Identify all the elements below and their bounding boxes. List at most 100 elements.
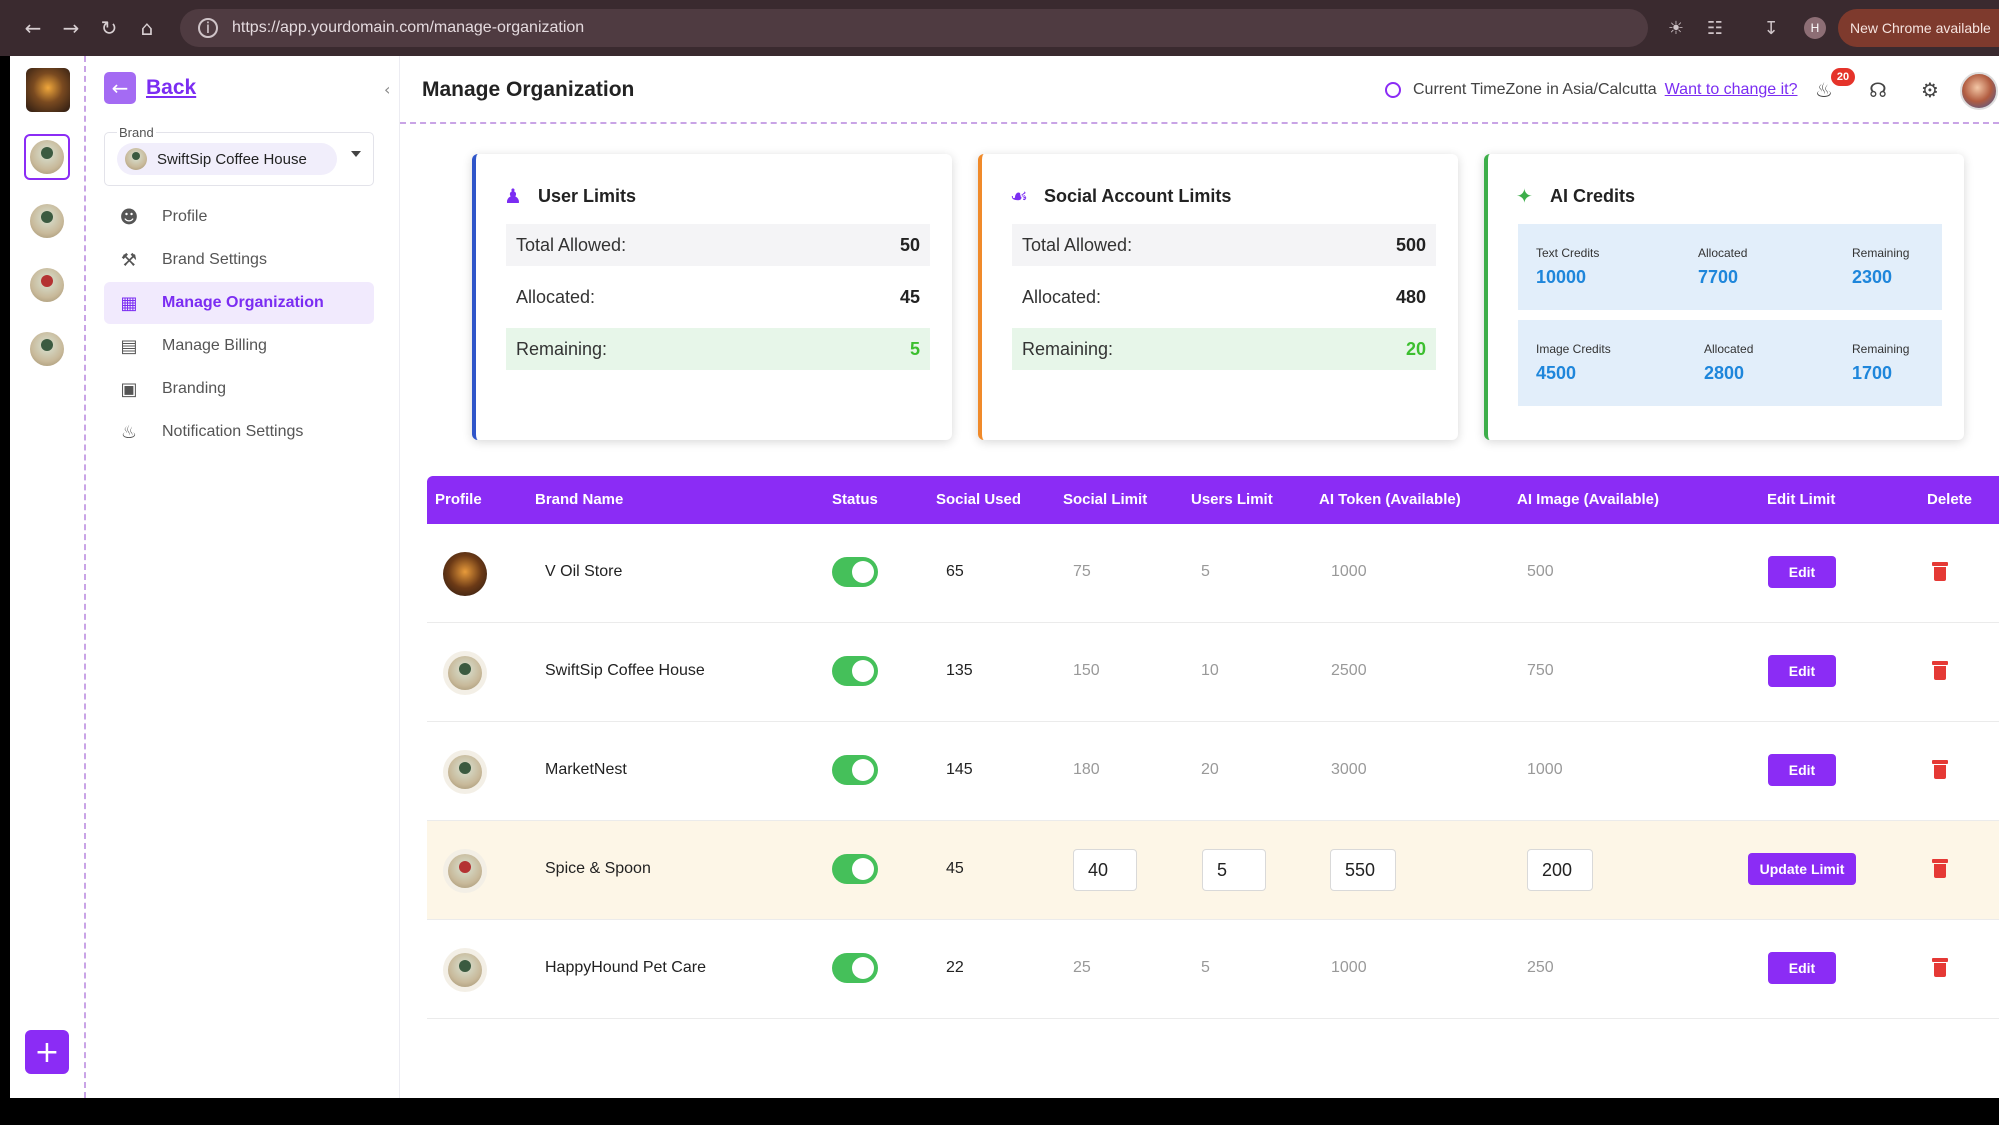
text-credits-box: Text Credits 10000 Allocated 7700 Remainin… <box>1518 224 1942 310</box>
sidebar-item-manage-organization[interactable]: ▦ Manage Organization <box>104 282 374 324</box>
social-limit-input[interactable]: 40 <box>1073 849 1137 891</box>
window-icon: ▣ <box>120 378 138 400</box>
row-value: 480 <box>1395 286 1426 307</box>
chevron-down-icon[interactable] <box>351 151 361 157</box>
translate-icon[interactable]: ☀ <box>1667 17 1685 39</box>
collapse-sidebar-icon[interactable]: ‹ <box>384 80 391 99</box>
social-used: 65 <box>946 563 964 580</box>
image-credits-box: Image Credits 4500 Allocated 2800 Remainin… <box>1518 320 1942 406</box>
brand-chip[interactable]: SwiftSip Coffee House <box>117 143 337 175</box>
edit-button[interactable]: Edit <box>1768 754 1836 786</box>
reload-icon[interactable]: ↻ <box>100 16 118 40</box>
social-limit: 75 <box>1073 563 1091 580</box>
remaining-row: Remaining: 5 <box>506 328 930 370</box>
page-header: Manage Organization Current TimeZone in … <box>400 56 1999 124</box>
home-icon[interactable]: ⌂ <box>140 16 154 40</box>
users-icon: ♟ <box>504 184 522 208</box>
brand-name: V Oil Store <box>545 563 623 580</box>
credit-label: Allocated <box>1704 342 1754 356</box>
ai-credits-card: ✦ AI Credits Text Credits 10000 Allocated 7… <box>1484 154 1964 440</box>
update-limit-button[interactable]: Update Limit <box>1748 853 1856 885</box>
rail-brand-marketnest[interactable] <box>24 198 70 244</box>
forward-arrow-icon[interactable]: → <box>62 16 80 40</box>
brand-logo-icon <box>448 854 482 888</box>
gear-icon[interactable]: ⚙ <box>1921 78 1939 102</box>
ai-token: 2500 <box>1331 662 1367 679</box>
trash-icon[interactable] <box>1932 562 1948 582</box>
trash-icon[interactable] <box>1932 958 1948 978</box>
credit-value: 4500 <box>1536 363 1577 383</box>
sidebar-item-branding[interactable]: ▣ Branding <box>104 368 374 410</box>
column-header-social-limit: Social Limit <box>1063 491 1148 508</box>
row-value: 500 <box>1395 234 1426 255</box>
status-toggle[interactable] <box>832 557 878 587</box>
users-limit-input[interactable]: 5 <box>1202 849 1266 891</box>
new-chrome-available-button[interactable]: New Chrome available <box>1838 9 1999 47</box>
app-logo[interactable] <box>26 68 70 112</box>
trash-icon[interactable] <box>1932 760 1948 780</box>
rail-brand-happyhound[interactable] <box>24 326 70 372</box>
credit-label: Allocated <box>1698 246 1748 260</box>
site-info-icon[interactable]: i <box>198 18 218 38</box>
bell-icon: ♨ <box>120 421 138 443</box>
ai-credits-title: ✦ AI Credits <box>1516 184 1635 208</box>
ai-image: 250 <box>1527 959 1554 976</box>
edit-button[interactable]: Edit <box>1768 556 1836 588</box>
social-used: 45 <box>946 860 964 877</box>
credit-value: 2300 <box>1852 267 1893 287</box>
extensions-icon[interactable]: ☷ <box>1706 17 1724 39</box>
ai-image-input[interactable]: 200 <box>1527 849 1593 891</box>
rail-brand-spice-spoon[interactable] <box>24 262 70 308</box>
add-brand-button[interactable]: + <box>25 1030 69 1074</box>
status-toggle[interactable] <box>832 656 878 686</box>
back-button[interactable]: ← Back <box>104 72 196 104</box>
ai-image: 750 <box>1527 662 1554 679</box>
user-avatar[interactable] <box>1960 72 1998 110</box>
social-used: 145 <box>946 761 973 778</box>
edit-button[interactable]: Edit <box>1768 655 1836 687</box>
back-arrow-icon[interactable]: ← <box>24 16 42 40</box>
card-title-text: AI Credits <box>1550 185 1636 206</box>
sidebar-item-manage-billing[interactable]: ▤ Manage Billing <box>104 325 374 367</box>
app-window: + ← Back ‹ Brand SwiftSip Coffee House ☻… <box>10 56 1999 1098</box>
headset-icon[interactable]: ☊ <box>1869 78 1887 102</box>
ai-token-input[interactable]: 550 <box>1330 849 1396 891</box>
card-title-text: Social Account Limits <box>1044 185 1232 206</box>
download-icon[interactable]: ↧ <box>1763 17 1779 39</box>
user-circle-icon: ☻ <box>119 206 139 228</box>
back-label: Back <box>146 76 197 99</box>
address-bar[interactable]: i https://app.yourdomain.com/manage-orga… <box>180 9 1648 47</box>
sidebar-item-profile[interactable]: ☻ Profile <box>104 196 374 238</box>
profile-avatar[interactable]: H <box>1800 9 1830 47</box>
bell-icon[interactable]: ♨ <box>1815 78 1833 102</box>
card-title-text: User Limits <box>538 185 637 206</box>
sidebar-item-notification-settings[interactable]: ♨ Notification Settings <box>104 411 374 453</box>
trash-icon[interactable] <box>1932 661 1948 681</box>
status-toggle[interactable] <box>832 953 878 983</box>
change-timezone-link[interactable]: Want to change it? <box>1664 81 1798 98</box>
table-row: MarketNest 145 180 20 3000 1000 Edit <box>427 722 1999 821</box>
sidebar-item-label: Profile <box>162 208 208 225</box>
brand-rail: + <box>10 56 86 1098</box>
credit-label: Remaining <box>1852 342 1910 356</box>
column-header-users-limit: Users Limit <box>1191 491 1273 508</box>
table-row: SwiftSip Coffee House 135 150 10 2500 75… <box>427 623 1999 722</box>
rail-brand-swiftsip[interactable] <box>24 134 70 180</box>
credit-value: 7700 <box>1698 267 1739 287</box>
table-row: V Oil Store 65 75 5 1000 500 Edit <box>427 524 1999 623</box>
row-value: 5 <box>909 338 920 359</box>
timezone-info: Current TimeZone in Asia/Calcutta Want t… <box>1385 81 1798 99</box>
status-toggle[interactable] <box>832 755 878 785</box>
allocated-row: Allocated: 480 <box>1012 276 1436 318</box>
table-row: HappyHound Pet Care 22 25 5 1000 250 Edi… <box>427 920 1999 1019</box>
brand-avatar <box>443 651 487 695</box>
edit-button[interactable]: Edit <box>1768 952 1836 984</box>
sidebar-item-brand-settings[interactable]: ⚒ Brand Settings <box>104 239 374 281</box>
brand-select[interactable]: Brand SwiftSip Coffee House <box>104 125 374 186</box>
users-limit: 20 <box>1201 761 1219 778</box>
page-title: Manage Organization <box>422 78 635 101</box>
trash-icon[interactable] <box>1932 859 1948 879</box>
row-label: Allocated: <box>516 286 596 307</box>
status-toggle[interactable] <box>832 854 878 884</box>
settings-menu: ☻ Profile ⚒ Brand Settings ▦ Manage Organiz… <box>104 196 374 454</box>
